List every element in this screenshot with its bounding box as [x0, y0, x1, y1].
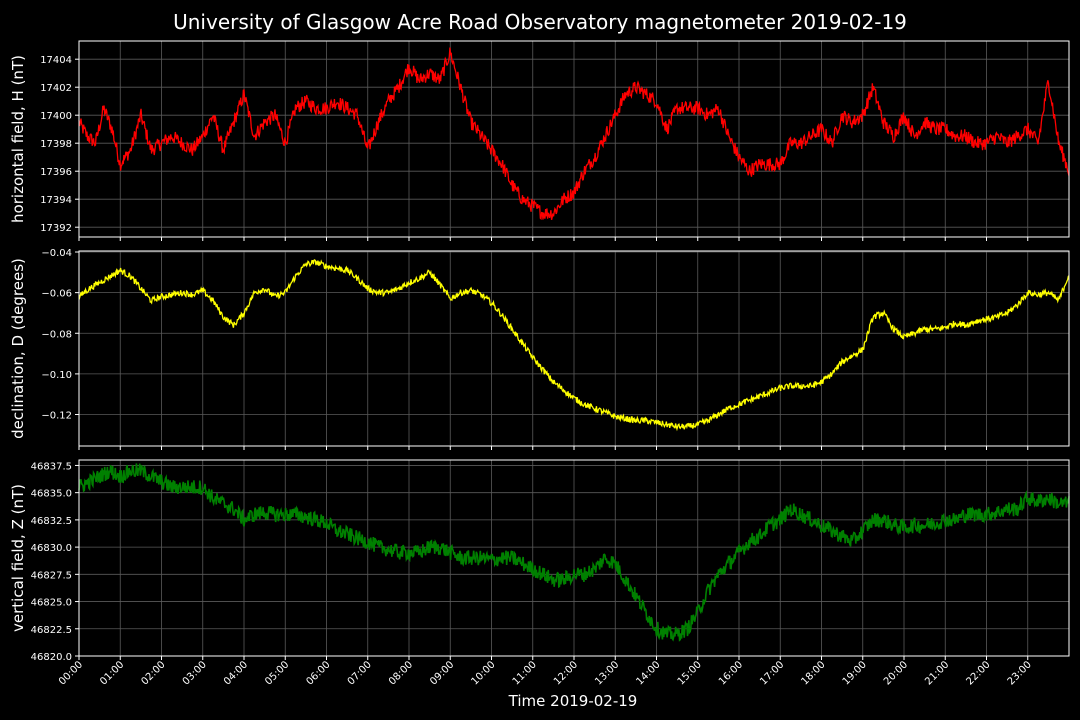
- panel-1: 17392 17394 17396 17398 17400 17402 17404 horiz…: [9, 40, 1070, 241]
- y-tick-label: −0.06: [41, 289, 72, 300]
- y-axis-label: vertical field, Z (nT): [9, 484, 27, 632]
- y-tick-label: 46835.0: [31, 489, 72, 500]
- y-tick-label: 46827.5: [31, 570, 72, 581]
- y-tick-label: −0.12: [41, 411, 72, 422]
- panel-2: −0.12 −0.10 −0.08 −0.06 −0.04 declination, D …: [9, 248, 1070, 450]
- grid: [78, 41, 1069, 237]
- series-line-3: [78, 463, 1070, 642]
- panel-3: 46820.0 46822.5 46825.0 46827.5 46830.0 46832…: [9, 459, 1070, 663]
- y-tick-label: 46830.0: [31, 543, 72, 554]
- series-line-1: [78, 47, 1070, 221]
- y-tick-label: 17392: [40, 223, 72, 234]
- y-tick-label: 46820.0: [31, 652, 72, 663]
- chart-title: University of Glasgow Acre Road Observat…: [173, 10, 907, 34]
- y-tick-label: −0.04: [41, 248, 72, 259]
- y-tick-label: −0.10: [41, 370, 72, 381]
- y-tick-label: 46822.5: [31, 625, 72, 636]
- series-line-2: [78, 259, 1070, 432]
- y-tick-label: −0.08: [41, 329, 72, 340]
- y-tick-label: 17402: [40, 83, 72, 94]
- y-tick-label: 17404: [40, 55, 72, 66]
- y-tick-label: 46837.5: [31, 461, 72, 472]
- y-tick-label: 46825.0: [31, 598, 72, 609]
- y-tick-label: 17398: [40, 139, 72, 150]
- y-tick-label: 17394: [40, 195, 72, 206]
- y-axis-label: horizontal field, H (nT): [9, 55, 27, 223]
- x-axis-label: Time 2019-02-19: [508, 692, 638, 710]
- chart-panels: 17392 17394 17396 17398 17400 17402 17404 horiz…: [9, 40, 1070, 663]
- y-tick-label: 17396: [40, 167, 72, 178]
- y-axis-label: declination, D (degrees): [9, 258, 27, 439]
- y-tick-label: 17400: [40, 111, 72, 122]
- grid: [78, 251, 1069, 446]
- y-tick-label: 46832.5: [31, 516, 72, 527]
